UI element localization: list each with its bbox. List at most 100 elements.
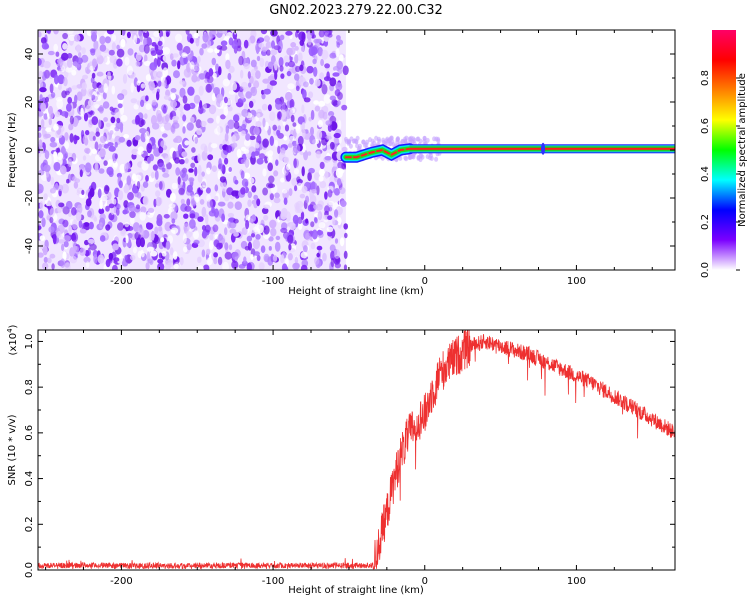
noise-speckle	[127, 232, 133, 239]
noise-speckle	[249, 177, 255, 184]
colorbar-label: Normalized spectral amplitude	[737, 73, 748, 227]
noise-speckle	[201, 225, 207, 231]
noise-speckle	[227, 72, 232, 81]
noise-speckle	[169, 247, 174, 256]
noise-speckle	[182, 233, 187, 244]
track-halo	[361, 139, 366, 145]
noise-speckle	[195, 119, 202, 129]
noise-speckle	[40, 37, 47, 44]
noise-speckle	[272, 124, 278, 131]
noise-speckle	[243, 172, 251, 180]
noise-speckle	[165, 89, 171, 98]
noise-speckle	[186, 122, 194, 131]
noise-speckle	[278, 57, 284, 67]
noise-speckle	[177, 144, 183, 154]
noise-speckle	[50, 92, 56, 98]
noise-speckle	[184, 205, 192, 212]
noise-speckle	[171, 227, 179, 234]
noise-speckle	[91, 116, 99, 126]
noise-speckle	[62, 32, 68, 40]
noise-speckle	[256, 254, 261, 262]
noise-speckle	[240, 69, 244, 79]
noise-speckle	[207, 154, 214, 161]
noise-speckle-layer	[38, 30, 349, 270]
noise-speckle	[188, 177, 195, 183]
noise-speckle	[68, 123, 74, 131]
noise-speckle	[294, 73, 300, 81]
noise-speckle	[328, 201, 335, 206]
track-halo	[368, 137, 372, 143]
noise-speckle	[118, 180, 123, 189]
noise-speckle	[314, 256, 320, 265]
x-tick-label: -100	[262, 276, 285, 287]
noise-speckle	[238, 264, 246, 269]
noise-speckle	[321, 137, 328, 146]
noise-speckle	[244, 158, 250, 168]
noise-speckle	[64, 262, 71, 270]
noise-speckle	[153, 236, 160, 245]
noise-speckle	[323, 30, 331, 37]
noise-speckle	[66, 152, 74, 158]
noise-speckle	[336, 42, 341, 48]
noise-speckle	[43, 44, 50, 49]
noise-speckle	[181, 151, 188, 158]
noise-speckle	[340, 200, 347, 208]
noise-speckle	[38, 202, 41, 209]
noise-speckle	[170, 93, 176, 101]
noise-speckle	[269, 193, 274, 201]
noise-speckle	[59, 165, 67, 175]
noise-speckle	[267, 104, 272, 112]
noise-speckle	[322, 252, 327, 262]
noise-speckle	[181, 172, 189, 182]
noise-speckle	[293, 168, 300, 175]
noise-speckle	[162, 173, 170, 178]
noise-speckle	[99, 135, 107, 144]
noise-speckle	[290, 114, 295, 123]
noise-speckle	[184, 158, 189, 164]
noise-speckle	[150, 143, 157, 150]
noise-speckle	[208, 68, 214, 77]
noise-speckle	[274, 70, 278, 81]
noise-speckle	[250, 254, 254, 260]
noise-speckle	[124, 163, 129, 173]
noise-speckle	[266, 182, 274, 189]
noise-speckle	[227, 106, 233, 112]
noise-speckle	[154, 170, 159, 180]
noise-speckle	[140, 237, 145, 248]
noise-speckle	[145, 175, 149, 182]
noise-speckle	[280, 227, 288, 233]
noise-speckle	[136, 150, 144, 155]
noise-speckle	[136, 80, 141, 86]
noise-speckle	[44, 150, 50, 160]
noise-speckle	[305, 232, 311, 241]
noise-speckle	[38, 57, 42, 66]
noise-speckle	[316, 245, 323, 251]
noise-speckle	[318, 168, 325, 177]
noise-speckle	[219, 176, 227, 183]
noise-speckle	[172, 115, 180, 121]
noise-speckle	[119, 122, 124, 133]
noise-speckle	[39, 81, 44, 88]
noise-speckle	[119, 163, 126, 174]
noise-speckle	[49, 141, 58, 148]
noise-speckle	[164, 155, 170, 164]
noise-speckle	[91, 72, 96, 79]
noise-speckle	[129, 254, 136, 261]
noise-speckle	[39, 201, 44, 210]
noise-speckle	[263, 88, 271, 95]
noise-speckle	[38, 139, 43, 150]
track-halo	[398, 155, 403, 161]
noise-speckle	[221, 213, 226, 222]
noise-speckle	[136, 181, 141, 190]
noise-speckle	[62, 219, 69, 228]
noise-speckle	[179, 87, 186, 98]
noise-speckle	[341, 146, 348, 152]
noise-speckle	[111, 42, 116, 51]
noise-speckle	[170, 100, 178, 108]
noise-speckle	[183, 246, 188, 253]
noise-speckle	[185, 30, 190, 35]
noise-speckle	[288, 188, 293, 197]
noise-speckle	[74, 94, 78, 105]
noise-speckle	[99, 148, 106, 157]
noise-speckle	[303, 81, 309, 88]
